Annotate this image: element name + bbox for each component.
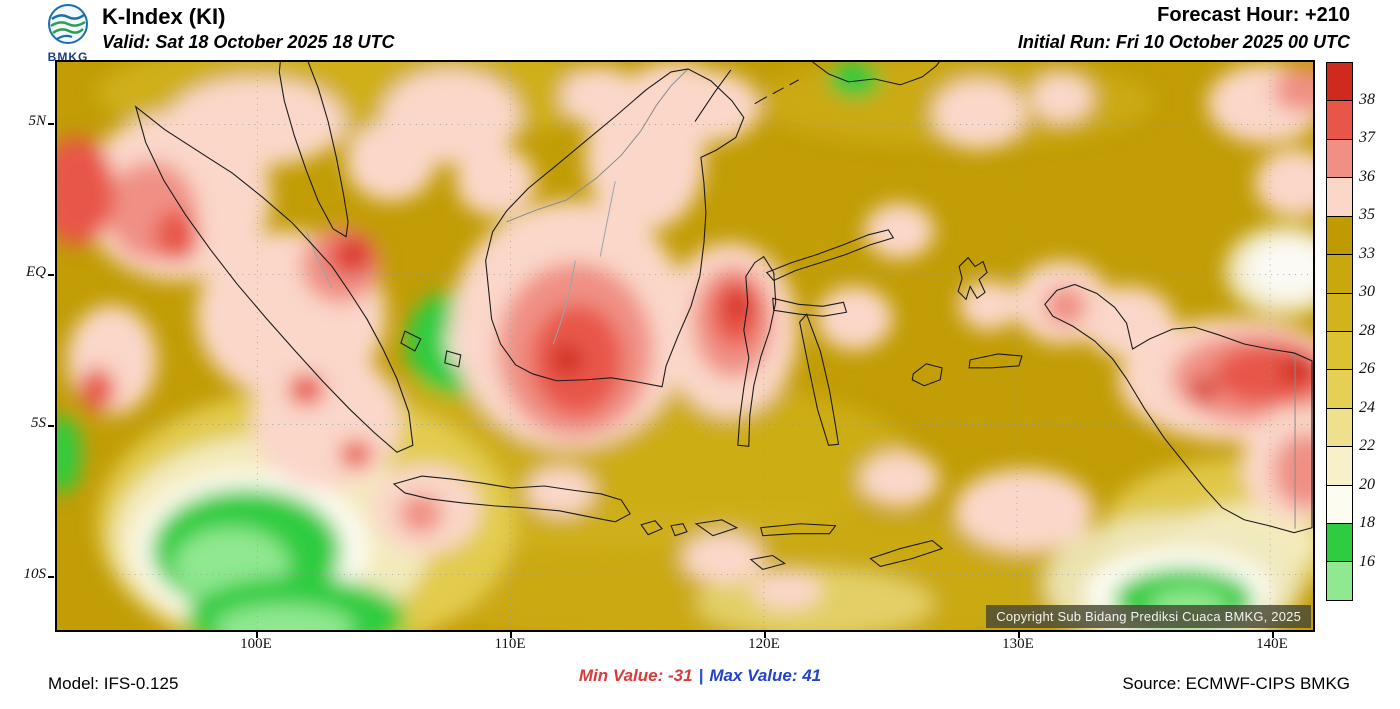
- axis-tick: [510, 632, 512, 638]
- lon-tick-label: 120E: [748, 636, 780, 652]
- lon-tick-label: 130E: [1002, 636, 1034, 652]
- axis-tick: [48, 576, 54, 578]
- lon-tick-label: 100E: [240, 636, 272, 652]
- lat-tick-label: EQ: [26, 264, 46, 280]
- legend-cell: [1327, 408, 1352, 448]
- legend-level-label: 30: [1359, 283, 1375, 300]
- axis-tick: [48, 425, 54, 427]
- legend-cell: [1327, 524, 1352, 563]
- legend-cell: [1327, 331, 1352, 371]
- legend-bar: [1326, 62, 1353, 601]
- legend-level-label: 20: [1359, 475, 1375, 493]
- lat-tick-label: 5N: [28, 113, 46, 129]
- bmkg-logo-icon: [48, 4, 88, 44]
- legend-level-label: 28: [1359, 321, 1375, 339]
- page-title: K-Index (KI): [102, 4, 226, 29]
- legend-level-label: 18: [1359, 514, 1375, 531]
- map-canvas: [57, 62, 1313, 630]
- minmax-line: Min Value: -31 | Max Value: 41: [0, 666, 1400, 686]
- legend-level-label: 37: [1359, 129, 1375, 146]
- lon-tick-label: 140E: [1256, 636, 1288, 652]
- copyright-note: Copyright Sub Bidang Prediksi Cuaca BMKG…: [986, 605, 1311, 628]
- kindex-field: [57, 62, 1313, 630]
- legend-cell: [1327, 101, 1352, 140]
- legend-cell: [1327, 255, 1352, 294]
- legend-cell: [1327, 63, 1352, 102]
- valid-time-label: Valid: Sat 18 October 2025 18 UTC: [102, 32, 395, 52]
- forecast-hour-label: Forecast Hour: +210: [1157, 4, 1350, 26]
- lat-tick-label: 10S: [23, 566, 47, 582]
- legend-cell: [1327, 216, 1352, 256]
- map-frame: Copyright Sub Bidang Prediksi Cuaca BMKG…: [55, 60, 1315, 632]
- axis-tick: [764, 632, 766, 638]
- legend-cell: [1327, 293, 1352, 332]
- legend-cell: [1327, 485, 1352, 525]
- legend-level-label: 24: [1359, 398, 1375, 416]
- legend-cell: [1327, 178, 1352, 217]
- axis-tick: [48, 123, 54, 125]
- legend-cell: [1327, 139, 1352, 179]
- legend-level-label: 22: [1359, 437, 1375, 454]
- model-label: Model: IFS-0.125: [48, 674, 179, 693]
- legend-level-label: 33: [1359, 244, 1375, 262]
- coastlines: [134, 62, 1313, 571]
- source-label: Source: ECMWF-CIPS BMKG: [1122, 674, 1350, 693]
- axis-tick: [1272, 632, 1274, 638]
- initial-run-label: Initial Run: Fri 10 October 2025 00 UTC: [1017, 32, 1350, 52]
- country-borders: [506, 68, 1296, 529]
- legend-level-label: 35: [1359, 206, 1375, 223]
- legend-cell: [1327, 562, 1352, 600]
- legend-level-label: 26: [1359, 360, 1375, 377]
- legend-level-label: 36: [1359, 167, 1375, 185]
- axis-tick: [48, 274, 54, 276]
- legend-level-label: 16: [1359, 552, 1375, 570]
- legend-cell: [1327, 370, 1352, 409]
- rivers: [305, 181, 616, 345]
- min-value-label: Min Value: -31: [578, 666, 693, 685]
- bmkg-logo: BMKG: [38, 3, 98, 64]
- axis-tick: [1018, 632, 1020, 638]
- legend-level-label: 38: [1359, 90, 1375, 108]
- legend-cell: [1327, 447, 1352, 486]
- lon-tick-label: 110E: [494, 636, 526, 652]
- max-value-label: Max Value: 41: [709, 666, 822, 685]
- lat-tick-label: 5S: [31, 415, 46, 431]
- axis-tick: [256, 632, 258, 638]
- graticule: [57, 62, 1313, 630]
- minmax-separator: |: [698, 666, 704, 685]
